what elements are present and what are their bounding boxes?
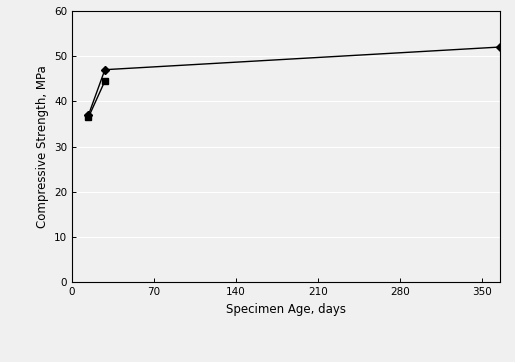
Cores (85, 113, 92, 117)
X-axis label: Specimen Age, days: Specimen Age, days (226, 303, 346, 316)
Cylinders (102, 79, 108, 83)
Line: Cores: Cores (85, 44, 502, 118)
Y-axis label: Compressive Strength, MPa: Compressive Strength, MPa (36, 65, 48, 228)
Cores (102, 67, 108, 72)
Cylinders (85, 115, 92, 119)
Cores (496, 45, 503, 49)
Line: Cylinders: Cylinders (85, 78, 108, 120)
